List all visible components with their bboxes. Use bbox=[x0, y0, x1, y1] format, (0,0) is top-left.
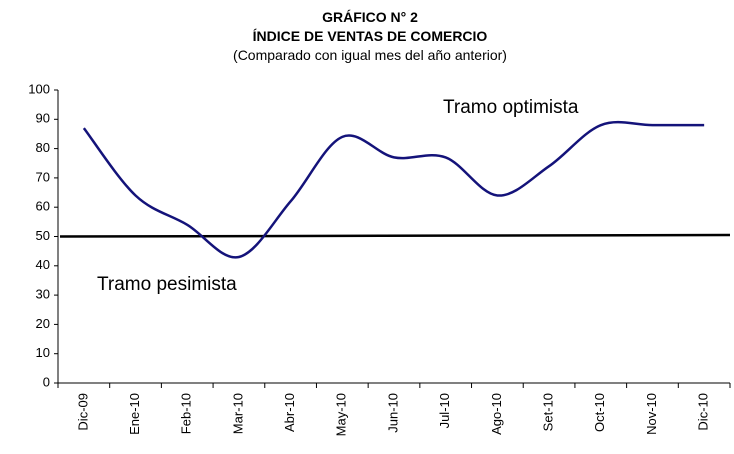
x-tick-label: Jun-10 bbox=[385, 393, 400, 433]
x-tick-label: Dic-09 bbox=[75, 393, 90, 431]
x-tick-label: Dic-10 bbox=[696, 393, 711, 431]
y-tick-label: 70 bbox=[36, 169, 50, 184]
x-tick-label: May-10 bbox=[334, 393, 349, 436]
annotation: Tramo pesimista bbox=[97, 274, 237, 295]
x-tick-label: Set-10 bbox=[541, 393, 556, 431]
y-tick-label: 80 bbox=[36, 140, 50, 155]
x-tick-label: Nov-10 bbox=[644, 393, 659, 435]
y-tick-label: 60 bbox=[36, 199, 50, 214]
x-tick-label: Jul-10 bbox=[437, 393, 452, 428]
y-tick-label: 30 bbox=[36, 287, 50, 302]
y-tick-label: 10 bbox=[36, 345, 50, 360]
x-tick-label: Abr-10 bbox=[282, 393, 297, 432]
y-tick-label: 0 bbox=[43, 374, 50, 389]
chart-note: (Comparado con igual mes del año anterio… bbox=[233, 47, 507, 63]
series-line bbox=[82, 120, 705, 259]
annotation: Tramo optimista bbox=[443, 97, 579, 118]
x-tick-label: Ago-10 bbox=[489, 393, 504, 435]
y-tick-label: 100 bbox=[28, 81, 50, 96]
y-tick-label: 90 bbox=[36, 111, 50, 126]
x-tick-label: Ene-10 bbox=[127, 393, 142, 435]
x-tick-label: Mar-10 bbox=[230, 393, 245, 434]
y-tick-label: 40 bbox=[36, 257, 50, 272]
x-tick-label: Oct-10 bbox=[592, 393, 607, 432]
chart-subtitle: ÍNDICE DE VENTAS DE COMERCIO bbox=[253, 28, 488, 44]
reference-line bbox=[59, 233, 731, 238]
chart-title: GRÁFICO N° 2 bbox=[322, 9, 418, 25]
x-tick-label: Feb-10 bbox=[179, 393, 194, 434]
y-tick-label: 20 bbox=[36, 316, 50, 331]
y-tick-label: 50 bbox=[36, 228, 50, 243]
